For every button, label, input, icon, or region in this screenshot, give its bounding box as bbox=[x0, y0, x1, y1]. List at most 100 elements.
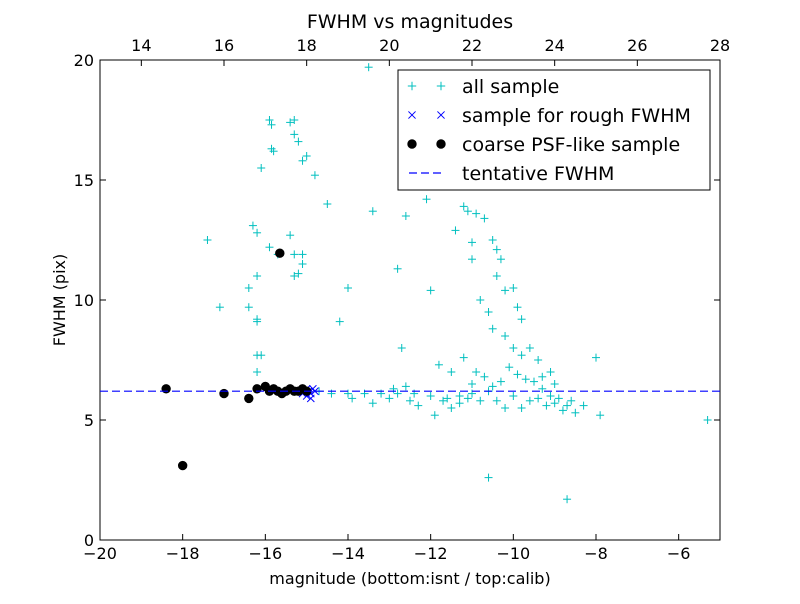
data-point bbox=[534, 394, 543, 403]
y-tick-label: 10 bbox=[74, 291, 94, 310]
data-point bbox=[571, 408, 580, 417]
legend-marker bbox=[436, 139, 446, 149]
x-tick-label: −14 bbox=[331, 544, 365, 563]
data-point bbox=[472, 209, 481, 218]
data-point bbox=[459, 353, 468, 362]
data-point bbox=[426, 286, 435, 295]
data-point bbox=[439, 396, 448, 405]
y-tick-label: 15 bbox=[74, 171, 94, 190]
data-point bbox=[364, 63, 373, 72]
legend-marker bbox=[436, 81, 446, 91]
top-tick-label: 14 bbox=[131, 36, 151, 55]
x-tick-label: −8 bbox=[584, 544, 608, 563]
data-point bbox=[294, 269, 303, 278]
data-point bbox=[406, 396, 414, 405]
data-point bbox=[434, 360, 443, 369]
data-point bbox=[422, 195, 431, 204]
data-point bbox=[525, 344, 534, 352]
legend-label: all sample bbox=[462, 76, 559, 98]
data-point bbox=[517, 351, 526, 360]
data-point bbox=[496, 255, 505, 264]
legend-box bbox=[397, 69, 711, 191]
data-point bbox=[294, 137, 303, 146]
data-point bbox=[538, 372, 547, 381]
data-point bbox=[265, 116, 274, 124]
data-point bbox=[290, 116, 299, 124]
y-tick-label: 5 bbox=[84, 411, 94, 430]
data-point bbox=[558, 406, 567, 415]
data-point bbox=[215, 303, 224, 312]
data-point bbox=[385, 394, 394, 403]
data-point bbox=[401, 382, 410, 391]
data-point bbox=[310, 171, 319, 180]
data-point bbox=[253, 317, 262, 326]
data-point bbox=[393, 389, 402, 398]
data-point bbox=[414, 401, 423, 410]
data-point bbox=[335, 317, 344, 326]
data-point bbox=[455, 392, 464, 400]
data-point bbox=[311, 387, 319, 396]
legend: all sample sample for rough FWHM coarse PS… bbox=[397, 69, 711, 191]
data-point bbox=[480, 214, 489, 223]
data-point bbox=[244, 284, 253, 292]
y-tick-label: 0 bbox=[84, 531, 94, 550]
data-point bbox=[426, 392, 435, 400]
data-point bbox=[468, 255, 476, 264]
x-tick-label: −20 bbox=[83, 544, 117, 563]
y-axis-label: FWHM (pix) bbox=[50, 254, 69, 347]
data-point bbox=[298, 250, 307, 259]
data-point bbox=[267, 120, 276, 129]
legend-marker bbox=[407, 139, 417, 149]
data-point bbox=[368, 207, 377, 216]
x-tick-label: −12 bbox=[414, 544, 448, 563]
legend-label: coarse PSF-like sample bbox=[462, 134, 680, 156]
data-point bbox=[484, 308, 493, 316]
legend-marker bbox=[437, 111, 445, 119]
data-point bbox=[244, 393, 254, 404]
data-point bbox=[546, 392, 555, 400]
x-tick-label: −10 bbox=[496, 544, 530, 563]
data-point bbox=[563, 401, 572, 410]
data-point bbox=[492, 396, 501, 405]
data-point bbox=[517, 404, 526, 412]
data-point bbox=[290, 272, 299, 280]
data-point bbox=[430, 411, 439, 420]
data-point bbox=[488, 382, 497, 391]
top-tick-label: 26 bbox=[627, 36, 647, 55]
data-point bbox=[542, 401, 551, 410]
data-point bbox=[257, 351, 266, 360]
data-point bbox=[550, 380, 559, 388]
data-point bbox=[257, 164, 266, 172]
data-point bbox=[513, 303, 522, 312]
data-point bbox=[513, 370, 522, 379]
data-point bbox=[703, 416, 712, 424]
data-point bbox=[592, 353, 600, 362]
x-tick-label: −16 bbox=[248, 544, 282, 563]
data-point bbox=[501, 404, 510, 412]
data-point bbox=[298, 260, 307, 268]
data-point bbox=[488, 324, 497, 333]
data-point bbox=[265, 243, 274, 252]
data-point bbox=[253, 228, 262, 237]
legend-label: sample for rough FWHM bbox=[462, 105, 691, 127]
data-point bbox=[269, 147, 278, 156]
data-point bbox=[253, 272, 262, 280]
data-point bbox=[323, 200, 332, 208]
data-point bbox=[463, 207, 472, 216]
data-point bbox=[468, 380, 476, 388]
data-point bbox=[505, 363, 514, 372]
data-point bbox=[468, 238, 476, 247]
data-point bbox=[509, 344, 518, 352]
x-axis: −20 −18 −16 −14 −12 −10 −8 −6 bbox=[83, 534, 690, 563]
x-tick-label: −6 bbox=[667, 544, 691, 563]
data-point bbox=[298, 156, 307, 165]
data-point bbox=[476, 296, 485, 304]
top-tick-label: 24 bbox=[544, 36, 564, 55]
top-tick-label: 28 bbox=[710, 36, 730, 55]
data-point bbox=[302, 152, 311, 160]
data-point bbox=[344, 284, 352, 292]
data-point bbox=[517, 315, 526, 324]
legend-label: tentative FWHM bbox=[462, 163, 614, 185]
